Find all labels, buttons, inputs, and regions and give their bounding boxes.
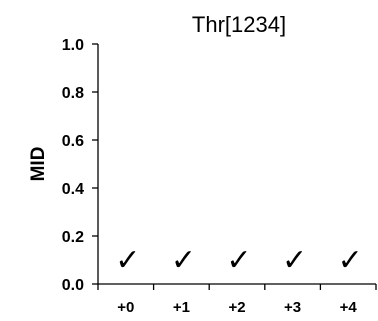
x-tick-label: +3: [284, 299, 301, 316]
y-axis-label: MID: [28, 147, 49, 182]
check-mark: ✓: [338, 243, 363, 278]
x-ticks: +0 +1 +2 +3 +4: [97, 284, 377, 316]
check-markers: ✓ ✓ ✓ ✓ ✓: [115, 243, 363, 278]
y-tick-label: 0.6: [62, 133, 84, 150]
y-tick-label: 0.8: [62, 85, 84, 102]
x-tick-label: +2: [228, 299, 245, 316]
check-mark: ✓: [115, 243, 140, 278]
y-tick-label: 0.0: [62, 277, 84, 294]
y-tick-label: 0.2: [62, 229, 84, 246]
check-mark: ✓: [282, 243, 307, 278]
check-mark: ✓: [171, 243, 196, 278]
y-ticks: 0.0 0.2 0.4 0.6 0.8 1.0: [62, 37, 98, 294]
y-tick-label: 0.4: [62, 181, 84, 198]
y-tick-label: 1.0: [62, 37, 84, 54]
x-tick-label: +4: [340, 299, 358, 316]
x-tick-label: +0: [117, 299, 134, 316]
x-tick-label: +1: [173, 299, 190, 316]
chart-title: Thr[1234]: [192, 12, 286, 37]
check-mark: ✓: [226, 243, 251, 278]
